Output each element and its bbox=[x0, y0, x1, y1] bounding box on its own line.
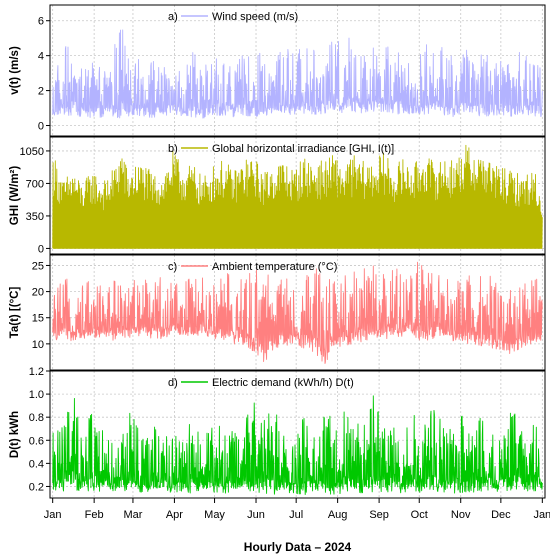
panel-frame bbox=[49, 254, 546, 371]
legend-entry: Global horizontal irradiance [GHI, I(t)] bbox=[212, 143, 394, 155]
panel-frame bbox=[49, 4, 546, 137]
y-tick-label: 0.4 bbox=[29, 458, 44, 470]
y-axis-label: Ta(t) [(°C] bbox=[9, 287, 21, 339]
y-tick-label: 25 bbox=[32, 260, 44, 272]
legend-entry: Wind speed (m/s) bbox=[212, 11, 298, 23]
y-tick-label: 1.0 bbox=[29, 389, 44, 401]
x-tick-label: Jan bbox=[44, 509, 62, 521]
panel-label: c) bbox=[168, 261, 177, 273]
legend: b) Global horizontal irradiance [GHI, I(t… bbox=[168, 143, 394, 155]
y-tick-label: 0 bbox=[38, 243, 44, 255]
y-tick-label: 0.2 bbox=[29, 481, 44, 493]
y-tick-label: 6 bbox=[38, 16, 44, 28]
legend-entry: Electric demand (kWh/h) D(t) bbox=[212, 377, 354, 389]
y-tick-label: 350 bbox=[26, 211, 44, 223]
y-tick-label: 10 bbox=[32, 339, 44, 351]
panel-label: a) bbox=[168, 11, 178, 23]
x-axis-title: Hourly Data – 2024 bbox=[244, 540, 352, 554]
series-line bbox=[52, 29, 543, 119]
y-axis-label: v(t) (m/s) bbox=[9, 46, 21, 95]
y-tick-label: 2 bbox=[38, 86, 44, 98]
panel-d: 0.2 0.4 0.6 0.8 1.0 1.2 D(t) kWh d) Electric dem… bbox=[9, 366, 546, 499]
x-tick-label: Dec bbox=[491, 509, 511, 521]
legend: c) Ambient temperature (°C) bbox=[168, 261, 337, 273]
x-tick-label: Mar bbox=[123, 509, 142, 521]
panel-frame bbox=[49, 370, 546, 499]
x-tick-label: Jan bbox=[533, 509, 550, 521]
x-tick-label: Nov bbox=[451, 509, 471, 521]
legend-entry: Ambient temperature (°C) bbox=[212, 261, 337, 273]
legend: d) Electric demand (kWh/h) D(t) bbox=[168, 377, 354, 389]
y-tick-label: 1.2 bbox=[29, 366, 44, 378]
y-axis-label: D(t) kWh bbox=[9, 411, 21, 458]
legend: a) Wind speed (m/s) bbox=[168, 11, 298, 23]
series-line bbox=[52, 144, 543, 249]
x-tick-label: Oct bbox=[411, 509, 428, 521]
y-axis-label: GHI (W/m²) bbox=[9, 166, 21, 226]
y-tick-label: 15 bbox=[32, 313, 44, 325]
panel-label: b) bbox=[168, 143, 178, 155]
y-tick-label: 0.6 bbox=[29, 435, 44, 447]
series-line bbox=[52, 395, 543, 495]
x-tick-label: Jul bbox=[289, 509, 303, 521]
y-tick-label: 4 bbox=[38, 51, 44, 63]
y-tick-label: 20 bbox=[32, 287, 44, 299]
x-tick-label: Sep bbox=[369, 509, 389, 521]
panel-c: 10 15 20 25 Ta(t) [(°C] c) Ambient temperature… bbox=[9, 254, 546, 371]
x-tick-label: May bbox=[204, 509, 225, 521]
y-tick-label: 700 bbox=[26, 178, 44, 190]
panel-b: 0 350 700 1050 GHI (W/m²) b) Global horizontal… bbox=[9, 136, 546, 255]
y-tick-label: 1050 bbox=[20, 146, 44, 158]
x-tick-label: Aug bbox=[328, 509, 348, 521]
panel-a: 0 2 4 6 v(t) (m/s) a) Wind speed (m/s) bbox=[9, 4, 546, 137]
x-tick-label: Jun bbox=[247, 509, 265, 521]
series-line bbox=[52, 261, 543, 364]
y-tick-label: 0.8 bbox=[29, 412, 44, 424]
y-tick-label: 0 bbox=[38, 121, 44, 133]
panel-frame bbox=[49, 136, 546, 255]
x-tick-label: Apr bbox=[166, 509, 183, 521]
panel-label: d) bbox=[168, 377, 178, 389]
x-tick-label: Feb bbox=[85, 509, 104, 521]
